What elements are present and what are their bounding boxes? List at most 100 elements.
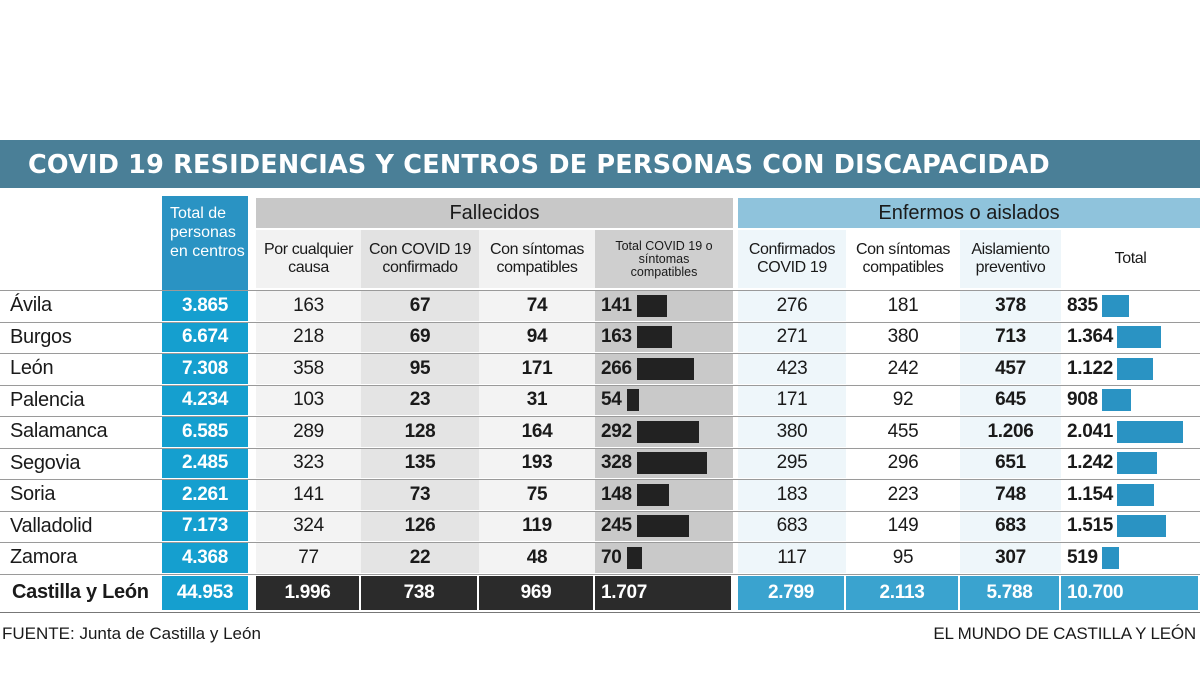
column-header-line: Total COVID 19 o <box>615 238 713 253</box>
cell-value: 54 <box>601 389 622 411</box>
table-cell-total_fall: 245 <box>595 511 733 541</box>
table-cell-total_fall: 328 <box>595 448 733 478</box>
table-cell-con_sintomas: 242 <box>846 354 960 384</box>
cell-value: 7.173 <box>181 515 229 537</box>
cell-value: 276 <box>776 294 808 316</box>
cell-value: 163 <box>293 294 324 316</box>
column-header: Con síntomas compatibles <box>846 230 960 288</box>
cell-value: 92 <box>892 389 914 411</box>
publisher-credit: EL MUNDO DE CASTILLA Y LEÓN <box>933 624 1196 643</box>
cell-value: 4.234 <box>181 389 229 411</box>
totals-value: 1.707 <box>601 581 648 603</box>
table-cell-confirmados: 183 <box>738 480 846 510</box>
cell-value: 48 <box>526 546 548 568</box>
cell-value: León <box>10 357 54 380</box>
enfermos-bar <box>1101 294 1129 317</box>
totals-cell-con_sintomas: 2.113 <box>846 575 958 610</box>
cell-value: 3.865 <box>181 294 229 316</box>
cell-value: 242 <box>887 357 919 379</box>
table-cell-total_enf: 2.041 <box>1061 417 1200 447</box>
cell-value: 2.261 <box>181 483 229 505</box>
table-cell-provincia: Ávila <box>0 291 162 321</box>
cell-value: 6.674 <box>181 326 229 348</box>
cell-value: 423 <box>776 357 808 379</box>
cell-value: 266 <box>601 357 632 379</box>
table-cell-total: 6.674 <box>162 322 248 352</box>
cell-value: 748 <box>995 483 1026 505</box>
cell-value: 103 <box>293 389 324 411</box>
cell-value: 135 <box>404 452 436 474</box>
column-header-line: causa <box>288 259 329 276</box>
cell-value: 323 <box>293 452 324 474</box>
totals-cell-covid: 738 <box>361 575 477 610</box>
table-cell-cualquier: 141 <box>256 480 361 510</box>
column-header-line: confirmado <box>382 259 458 276</box>
totals-cell-total_enf: 10.700 <box>1061 575 1198 610</box>
column-header-line: preventivo <box>975 259 1046 276</box>
cell-value: 94 <box>526 326 548 348</box>
column-header: Por cualquier causa <box>256 230 361 288</box>
cell-value: Valladolid <box>10 514 93 537</box>
cell-value: 181 <box>887 294 919 316</box>
table-cell-covid: 95 <box>361 354 479 384</box>
cell-value: 193 <box>521 452 553 474</box>
cell-value: Salamanca <box>10 420 108 443</box>
fallecidos-bar <box>636 326 672 349</box>
column-header: Total <box>1061 230 1200 288</box>
totals-value: 44.953 <box>176 581 234 603</box>
cell-value: 683 <box>776 515 808 537</box>
table-cell-total: 2.485 <box>162 448 248 478</box>
cell-value: 73 <box>409 483 431 505</box>
cell-value: Burgos <box>10 325 72 348</box>
cell-value: 457 <box>995 357 1026 379</box>
totals-value: 10.700 <box>1067 581 1124 603</box>
cell-value: 126 <box>404 515 436 537</box>
table-cell-aislamiento: 1.206 <box>960 417 1061 447</box>
table-cell-aislamiento: 748 <box>960 480 1061 510</box>
cell-value: 148 <box>601 483 632 505</box>
table-cell-provincia: Salamanca <box>0 417 162 447</box>
table-cell-con_sintomas: 296 <box>846 448 960 478</box>
table-cell-confirmados: 276 <box>738 291 846 321</box>
table-cell-total_enf: 1.364 <box>1061 322 1200 352</box>
enfermos-bar <box>1101 389 1131 412</box>
table-cell-cualquier: 289 <box>256 417 361 447</box>
table-cell-covid: 23 <box>361 385 479 415</box>
table-cell-con_sintomas: 95 <box>846 543 960 573</box>
enfermos-bar <box>1117 483 1155 506</box>
table-cell-total_fall: 70 <box>595 543 733 573</box>
column-header-line: COVID 19 <box>757 259 827 276</box>
table-cell-sintomas: 164 <box>479 417 595 447</box>
row-divider <box>0 510 1200 512</box>
table-cell-con_sintomas: 380 <box>846 322 960 352</box>
totals-cell-confirmados: 2.799 <box>738 575 844 610</box>
cell-value: 149 <box>887 515 919 537</box>
cell-value: 70 <box>601 546 622 568</box>
enfermos-bar <box>1117 452 1158 475</box>
column-header-line: Por cualquier <box>263 241 354 258</box>
totals-value: 1.996 <box>284 581 331 603</box>
footer-rule <box>0 612 1200 613</box>
cell-value: 289 <box>293 420 324 442</box>
table-cell-covid: 69 <box>361 322 479 352</box>
table-cell-confirmados: 683 <box>738 511 846 541</box>
table-cell-aislamiento: 307 <box>960 543 1061 573</box>
cell-value: 128 <box>404 420 436 442</box>
table-cell-covid: 73 <box>361 480 479 510</box>
table-cell-sintomas: 94 <box>479 322 595 352</box>
table-cell-total_fall: 266 <box>595 354 733 384</box>
cell-value: 69 <box>409 326 431 348</box>
totals-value: 969 <box>520 581 552 603</box>
totals-value: 2.113 <box>879 581 925 603</box>
column-header-line: compatibles <box>496 259 578 276</box>
table-cell-covid: 67 <box>361 291 479 321</box>
table-cell-aislamiento: 645 <box>960 385 1061 415</box>
table-cell-con_sintomas: 92 <box>846 385 960 415</box>
table-cell-con_sintomas: 455 <box>846 417 960 447</box>
cell-value: Segovia <box>10 451 81 474</box>
column-header-line: Confirmados <box>748 241 836 258</box>
cell-value: 378 <box>995 294 1026 316</box>
table-cell-cualquier: 324 <box>256 511 361 541</box>
table-cell-total_enf: 1.154 <box>1061 480 1200 510</box>
cell-value: 380 <box>776 420 808 442</box>
